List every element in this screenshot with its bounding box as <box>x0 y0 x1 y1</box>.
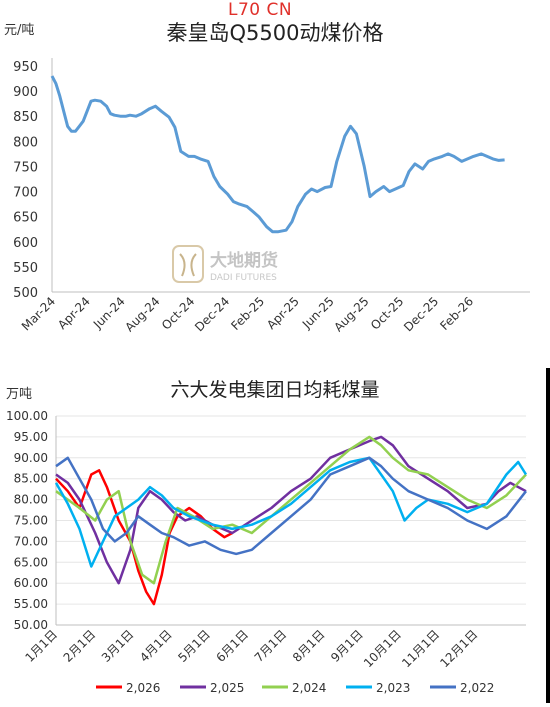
coal-price-chart: 秦皇岛Q5500动煤价格 元/吨大地期货 DADI FUTURES 500 550 600… <box>0 0 550 350</box>
legend-label: 2,022 <box>460 681 494 695</box>
x-tick-label: Aug-24 <box>122 294 162 334</box>
y-tick-label: 70.00 <box>14 534 48 548</box>
series-line-0 <box>55 469 233 606</box>
x-tick-label: 6月1日 <box>214 627 252 665</box>
x-tick-label: Aug-25 <box>331 294 371 334</box>
x-tick-label: Oct-24 <box>159 294 197 332</box>
legend-label: 2,025 <box>210 681 244 695</box>
y-tick-label: 95.00 <box>14 430 48 444</box>
y-tick-label: 550 <box>13 261 38 276</box>
legend: 2,026 2,025 2,024 2,023 2,022 <box>96 681 494 695</box>
y-tick-label: 75.00 <box>14 514 48 528</box>
y-tick-label: 65.00 <box>14 555 48 569</box>
x-tick-label: 9月1日 <box>328 627 366 665</box>
y-tick-label: 85.00 <box>14 472 48 486</box>
logo-mark <box>172 245 204 283</box>
x-tick-label: 3月1日 <box>99 627 137 665</box>
y-tick-label: 900 <box>13 85 38 100</box>
coal-consumption-chart: 六大发电集团日均耗煤量 万吨 50.00 55.00 60.00 65.00 70.00 75… <box>0 362 550 703</box>
x-tick-label: 12月1日 <box>437 627 480 670</box>
x-tick-label: 11月1日 <box>399 627 442 670</box>
x-tick-label: Feb-25 <box>228 294 267 333</box>
logo-mark-inner <box>179 253 197 277</box>
x-tick-label: 5月1日 <box>175 627 213 665</box>
coal-consumption-svg: 六大发电集团日均耗煤量 万吨 50.00 55.00 60.00 65.00 70.00 75… <box>6 379 528 695</box>
y-tick-label: 500 <box>13 286 38 301</box>
logo-text-cn: 大地期货 <box>210 250 278 271</box>
x-tick-label: Jun-24 <box>90 294 128 332</box>
legend-label: 2,024 <box>292 681 326 695</box>
x-tick-label: 4月1日 <box>137 627 175 665</box>
x-tick-label: Dec-24 <box>192 294 232 334</box>
x-tick-label: Oct-25 <box>368 294 406 332</box>
series-line-1 <box>55 435 527 585</box>
top-watermark: L70 CN <box>228 0 293 20</box>
legend-label: 2,023 <box>376 681 410 695</box>
y-tick-label: 700 <box>13 186 38 201</box>
x-tick-label: Jun-25 <box>299 294 337 332</box>
legend-label: 2,026 <box>126 681 160 695</box>
y-unit-label: 万吨 <box>6 387 32 402</box>
y-tick-label: 950 <box>13 60 38 75</box>
x-tick-label: Apr-25 <box>264 294 302 332</box>
x-tick-label: Dec-25 <box>401 294 441 334</box>
y-tick-label: 50.00 <box>14 618 48 632</box>
y-tick-label: 60.00 <box>14 576 48 590</box>
x-tick-label: Apr-24 <box>55 294 93 332</box>
y-unit-label: 元/吨 <box>4 23 34 38</box>
chart-title: 秦皇岛Q5500动煤价格 <box>167 21 384 45</box>
edge-strip <box>546 368 550 703</box>
y-tick-label: 650 <box>13 211 38 226</box>
y-tick-label: 80.00 <box>14 493 48 507</box>
y-tick-label: 55.00 <box>14 597 48 611</box>
x-tick-label: Feb-26 <box>437 294 476 333</box>
x-tick-label: 7月1日 <box>252 627 290 665</box>
chart-title: 六大发电集团日均耗煤量 <box>170 379 379 401</box>
price-series-line <box>50 75 505 234</box>
x-tick-label: 8月1日 <box>290 627 328 665</box>
company-logo: 大地期货 DADI FUTURES <box>172 245 278 283</box>
x-tick-label: 1月1日 <box>22 627 60 665</box>
series-line-4 <box>55 456 527 556</box>
y-tick-label: 600 <box>13 236 38 251</box>
logo-text-en: DADI FUTURES <box>210 273 277 283</box>
y-tick-label: 100.00 <box>6 409 48 423</box>
series-line-2 <box>55 435 527 585</box>
series-line-3 <box>54 456 528 568</box>
y-tick-label: 750 <box>13 160 38 175</box>
y-tick-label: 850 <box>13 110 38 125</box>
x-tick-label: 2月1日 <box>61 627 99 665</box>
x-tick-label: 10月1日 <box>361 627 404 670</box>
y-tick-label: 90.00 <box>14 451 48 465</box>
y-tick-label: 800 <box>13 135 38 150</box>
